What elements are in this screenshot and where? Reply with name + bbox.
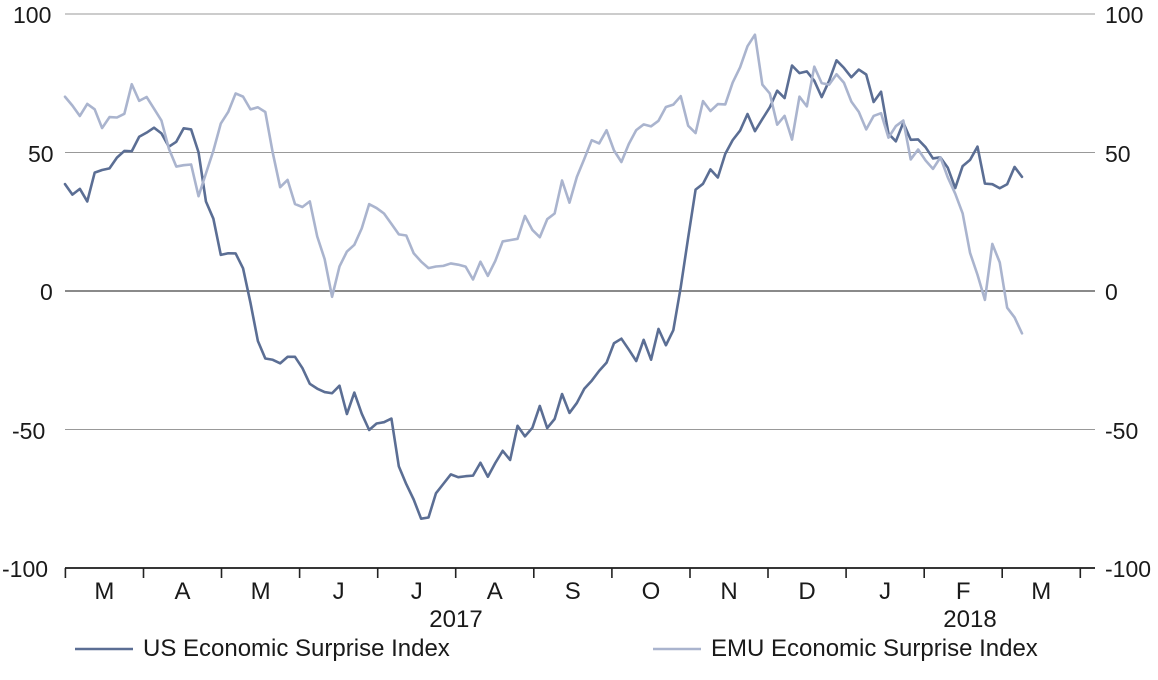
svg-text:J: J	[411, 578, 423, 605]
svg-text:2017: 2017	[429, 606, 482, 633]
svg-text:0: 0	[1105, 279, 1118, 305]
svg-text:2018: 2018	[943, 606, 996, 633]
svg-text:-100: -100	[1105, 556, 1151, 582]
svg-text:-50: -50	[1105, 418, 1138, 444]
svg-text:EMU Economic Surprise Index: EMU Economic Surprise Index	[711, 635, 1038, 662]
svg-text:US Economic Surprise Index: US Economic Surprise Index	[143, 635, 450, 662]
svg-text:50: 50	[28, 141, 54, 167]
svg-text:D: D	[798, 578, 815, 605]
svg-text:100: 100	[1105, 2, 1143, 28]
svg-text:J: J	[879, 578, 891, 605]
svg-text:O: O	[642, 578, 661, 605]
svg-text:50: 50	[1105, 141, 1131, 167]
svg-text:M: M	[251, 578, 271, 605]
svg-text:N: N	[720, 578, 737, 605]
svg-text:A: A	[174, 578, 190, 605]
svg-text:A: A	[487, 578, 503, 605]
svg-text:0: 0	[40, 279, 53, 305]
svg-text:M: M	[94, 578, 114, 605]
svg-text:M: M	[1031, 578, 1051, 605]
svg-text:S: S	[565, 578, 581, 605]
svg-text:-50: -50	[12, 418, 45, 444]
svg-text:F: F	[956, 578, 971, 605]
svg-text:J: J	[333, 578, 345, 605]
svg-text:-100: -100	[2, 556, 48, 582]
svg-text:100: 100	[13, 2, 51, 28]
